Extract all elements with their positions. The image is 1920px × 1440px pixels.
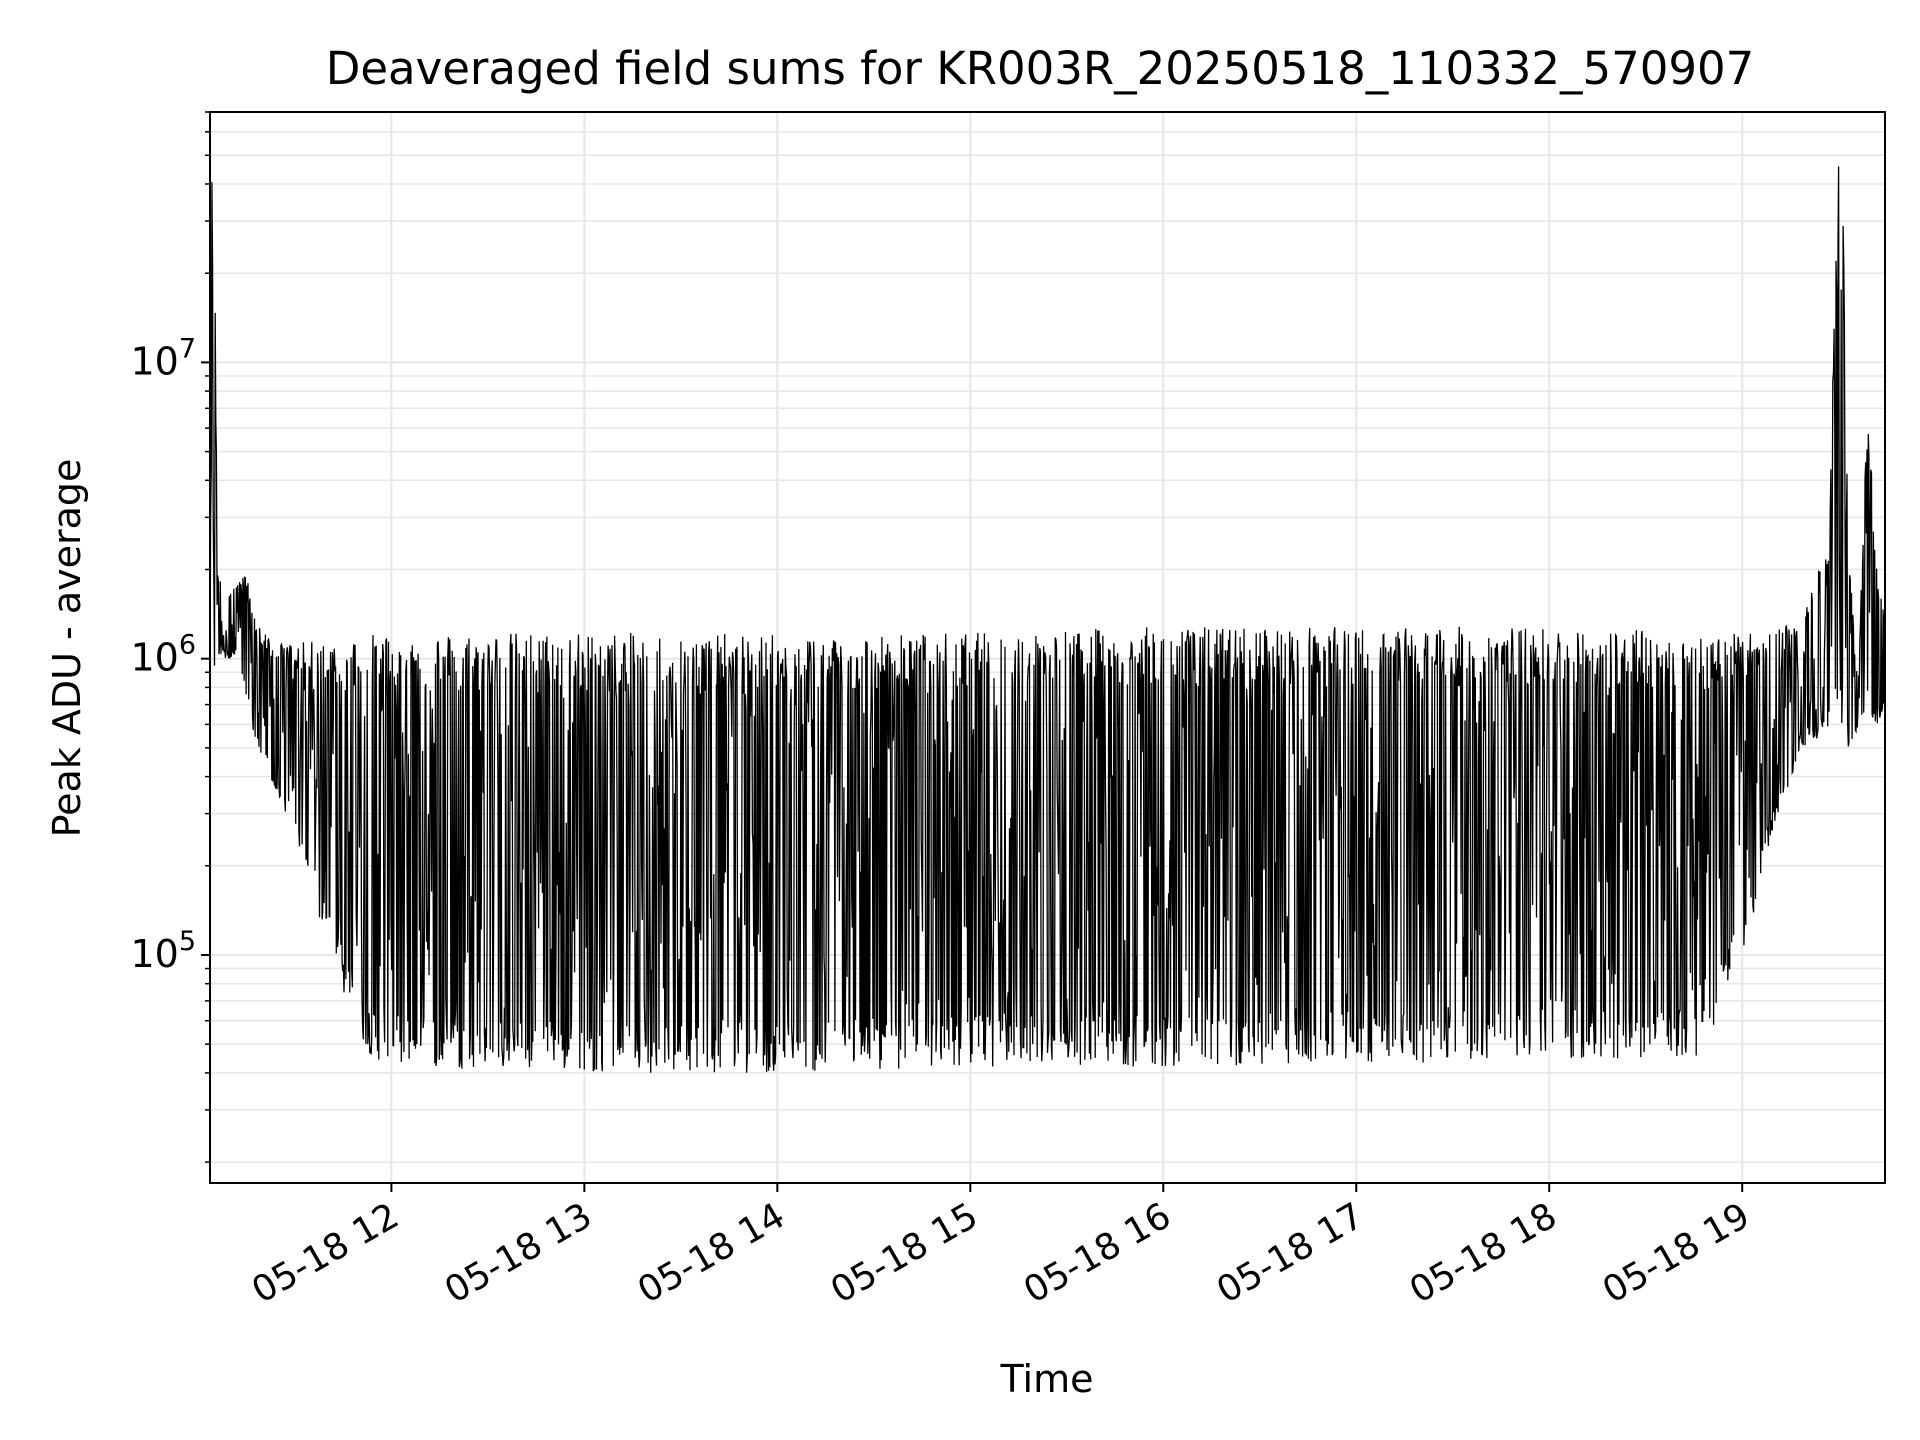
data-series	[209, 166, 1886, 1073]
plot-frame	[209, 111, 1886, 1184]
y-tick-label: 107	[130, 333, 196, 383]
y-tick-label: 105	[130, 926, 196, 976]
x-axis-label: Time	[1000, 1357, 1094, 1401]
y-axis-label: Peak ADU - average	[45, 459, 89, 838]
y-tick-label: 106	[130, 630, 196, 680]
chart-title: Deaveraged field sums for KR003R_2025051…	[326, 42, 1755, 95]
series-line	[209, 166, 1886, 1073]
